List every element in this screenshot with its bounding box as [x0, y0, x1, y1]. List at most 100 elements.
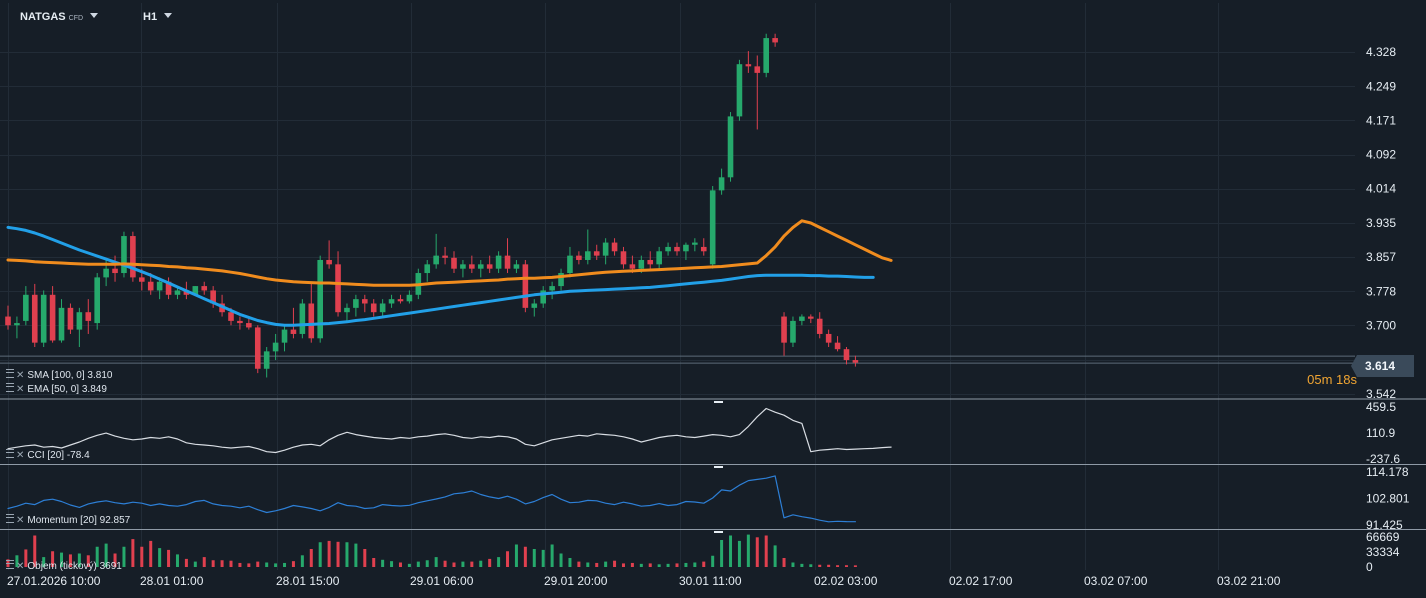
candle-body	[40, 294, 47, 343]
volume-bar	[86, 555, 90, 567]
candle-body	[76, 312, 83, 330]
y-tick-label: 3.542	[1366, 387, 1396, 401]
menu-icon[interactable]	[6, 514, 14, 523]
close-icon[interactable]: ✕	[16, 450, 25, 461]
candle-body	[709, 190, 716, 265]
volume-bar	[265, 562, 269, 567]
timeframe-selector[interactable]: H1	[143, 11, 173, 23]
candle-body	[121, 236, 127, 274]
price-pane[interactable]	[0, 33, 1355, 378]
menu-icon[interactable]	[6, 560, 14, 569]
close-icon[interactable]: ✕	[16, 561, 25, 572]
legend-ema-label: EMA [50, 0] 3.849	[27, 384, 107, 395]
legend-momentum-label: Momentum [20] 92.857	[27, 515, 131, 526]
volume-bar	[470, 561, 474, 567]
candle-body	[531, 303, 538, 308]
volume-bar	[782, 558, 786, 567]
candle-body	[201, 286, 208, 291]
y-tick-label: 0	[1366, 560, 1373, 574]
candle-body	[665, 246, 671, 252]
volume-bar	[604, 561, 608, 567]
candle-body	[67, 307, 74, 330]
candle-body	[692, 242, 698, 245]
candle-body	[254, 327, 261, 369]
legend-cci[interactable]: ✕ CCI [20] -78.4	[6, 449, 90, 461]
candle-body	[736, 64, 743, 117]
candle-body	[816, 318, 823, 334]
volume-bar	[77, 553, 81, 567]
chevron-down-icon	[164, 13, 173, 18]
volume-bar	[68, 554, 72, 567]
legend-sma[interactable]: ✕ SMA [100, 0] 3.810	[6, 369, 112, 381]
volume-bar	[42, 557, 46, 567]
grid-lines	[0, 3, 1426, 570]
candle-body	[210, 290, 216, 304]
legend-momentum[interactable]: ✕ Momentum [20] 92.857	[6, 514, 130, 526]
candle-body	[700, 246, 707, 252]
volume-bar	[648, 563, 652, 567]
candle-body	[183, 290, 190, 295]
candle-body	[602, 242, 609, 256]
axes: 27.01.2026 10:00 28.01 01:00 28.01 15:00 29…	[7, 45, 1410, 588]
cci-line	[7, 407, 892, 454]
volume-bar	[550, 544, 554, 567]
candle-body	[344, 307, 350, 313]
x-tick-label: 03.02 21:00	[1217, 574, 1281, 588]
volume-bar	[140, 546, 144, 567]
volume-bar	[452, 562, 456, 567]
menu-icon[interactable]	[6, 369, 14, 378]
candle-body	[112, 268, 118, 274]
candle-body	[147, 281, 154, 291]
legend-volume[interactable]: ✕ Objem (tickový) 3691	[6, 560, 122, 572]
candle-body	[772, 38, 778, 43]
volume-bar	[497, 557, 501, 567]
candle-body	[388, 299, 395, 304]
legend-sma-label: SMA [100, 0] 3.810	[27, 370, 113, 381]
volume-pane[interactable]	[6, 534, 857, 567]
x-tick-label: 28.01 15:00	[276, 574, 340, 588]
candle-body	[522, 264, 529, 308]
x-tick-label: 02.02 17:00	[949, 574, 1013, 588]
candle-body	[103, 268, 109, 278]
candle-body	[834, 342, 841, 350]
close-icon[interactable]: ✕	[16, 384, 25, 395]
volume-bar	[595, 562, 599, 567]
volume-bar	[800, 563, 804, 567]
cci-pane[interactable]	[7, 407, 892, 454]
volume-bar	[193, 561, 197, 567]
volume-bar	[532, 549, 536, 567]
candle-body	[290, 329, 297, 334]
symbol-selector[interactable]: NATGAS CFD	[20, 11, 99, 23]
candle-body	[477, 264, 484, 269]
momentum-pane[interactable]	[7, 475, 857, 523]
x-tick-label: 27.01.2026 10:00	[7, 574, 101, 588]
legend-ema[interactable]: ✕ EMA [50, 0] 3.849	[6, 383, 107, 395]
volume-bar	[336, 541, 340, 567]
candle-body	[23, 294, 29, 321]
candle-countdown: 05m 18s	[1307, 372, 1357, 387]
volume-bar	[836, 565, 840, 567]
volume-bar	[737, 540, 741, 567]
volume-bar	[291, 561, 295, 567]
candle-body	[745, 64, 752, 67]
pane-resize-handle	[714, 531, 723, 533]
volume-bar	[844, 565, 848, 567]
menu-icon[interactable]	[6, 383, 14, 392]
volume-bar	[238, 562, 242, 567]
volume-bar	[33, 535, 37, 567]
close-icon[interactable]: ✕	[16, 515, 25, 526]
candle-body	[58, 307, 65, 341]
candle-body	[718, 177, 725, 191]
volume-bar	[791, 562, 795, 567]
volume-bar	[122, 546, 126, 567]
candle-body	[192, 286, 199, 295]
close-icon[interactable]: ✕	[16, 370, 25, 381]
candle-body	[825, 333, 832, 343]
menu-icon[interactable]	[6, 449, 14, 458]
candle-body	[656, 251, 662, 265]
candle-body	[460, 264, 466, 269]
volume-bar	[479, 560, 483, 567]
volume-bar	[381, 559, 385, 567]
candle-body	[308, 303, 315, 339]
